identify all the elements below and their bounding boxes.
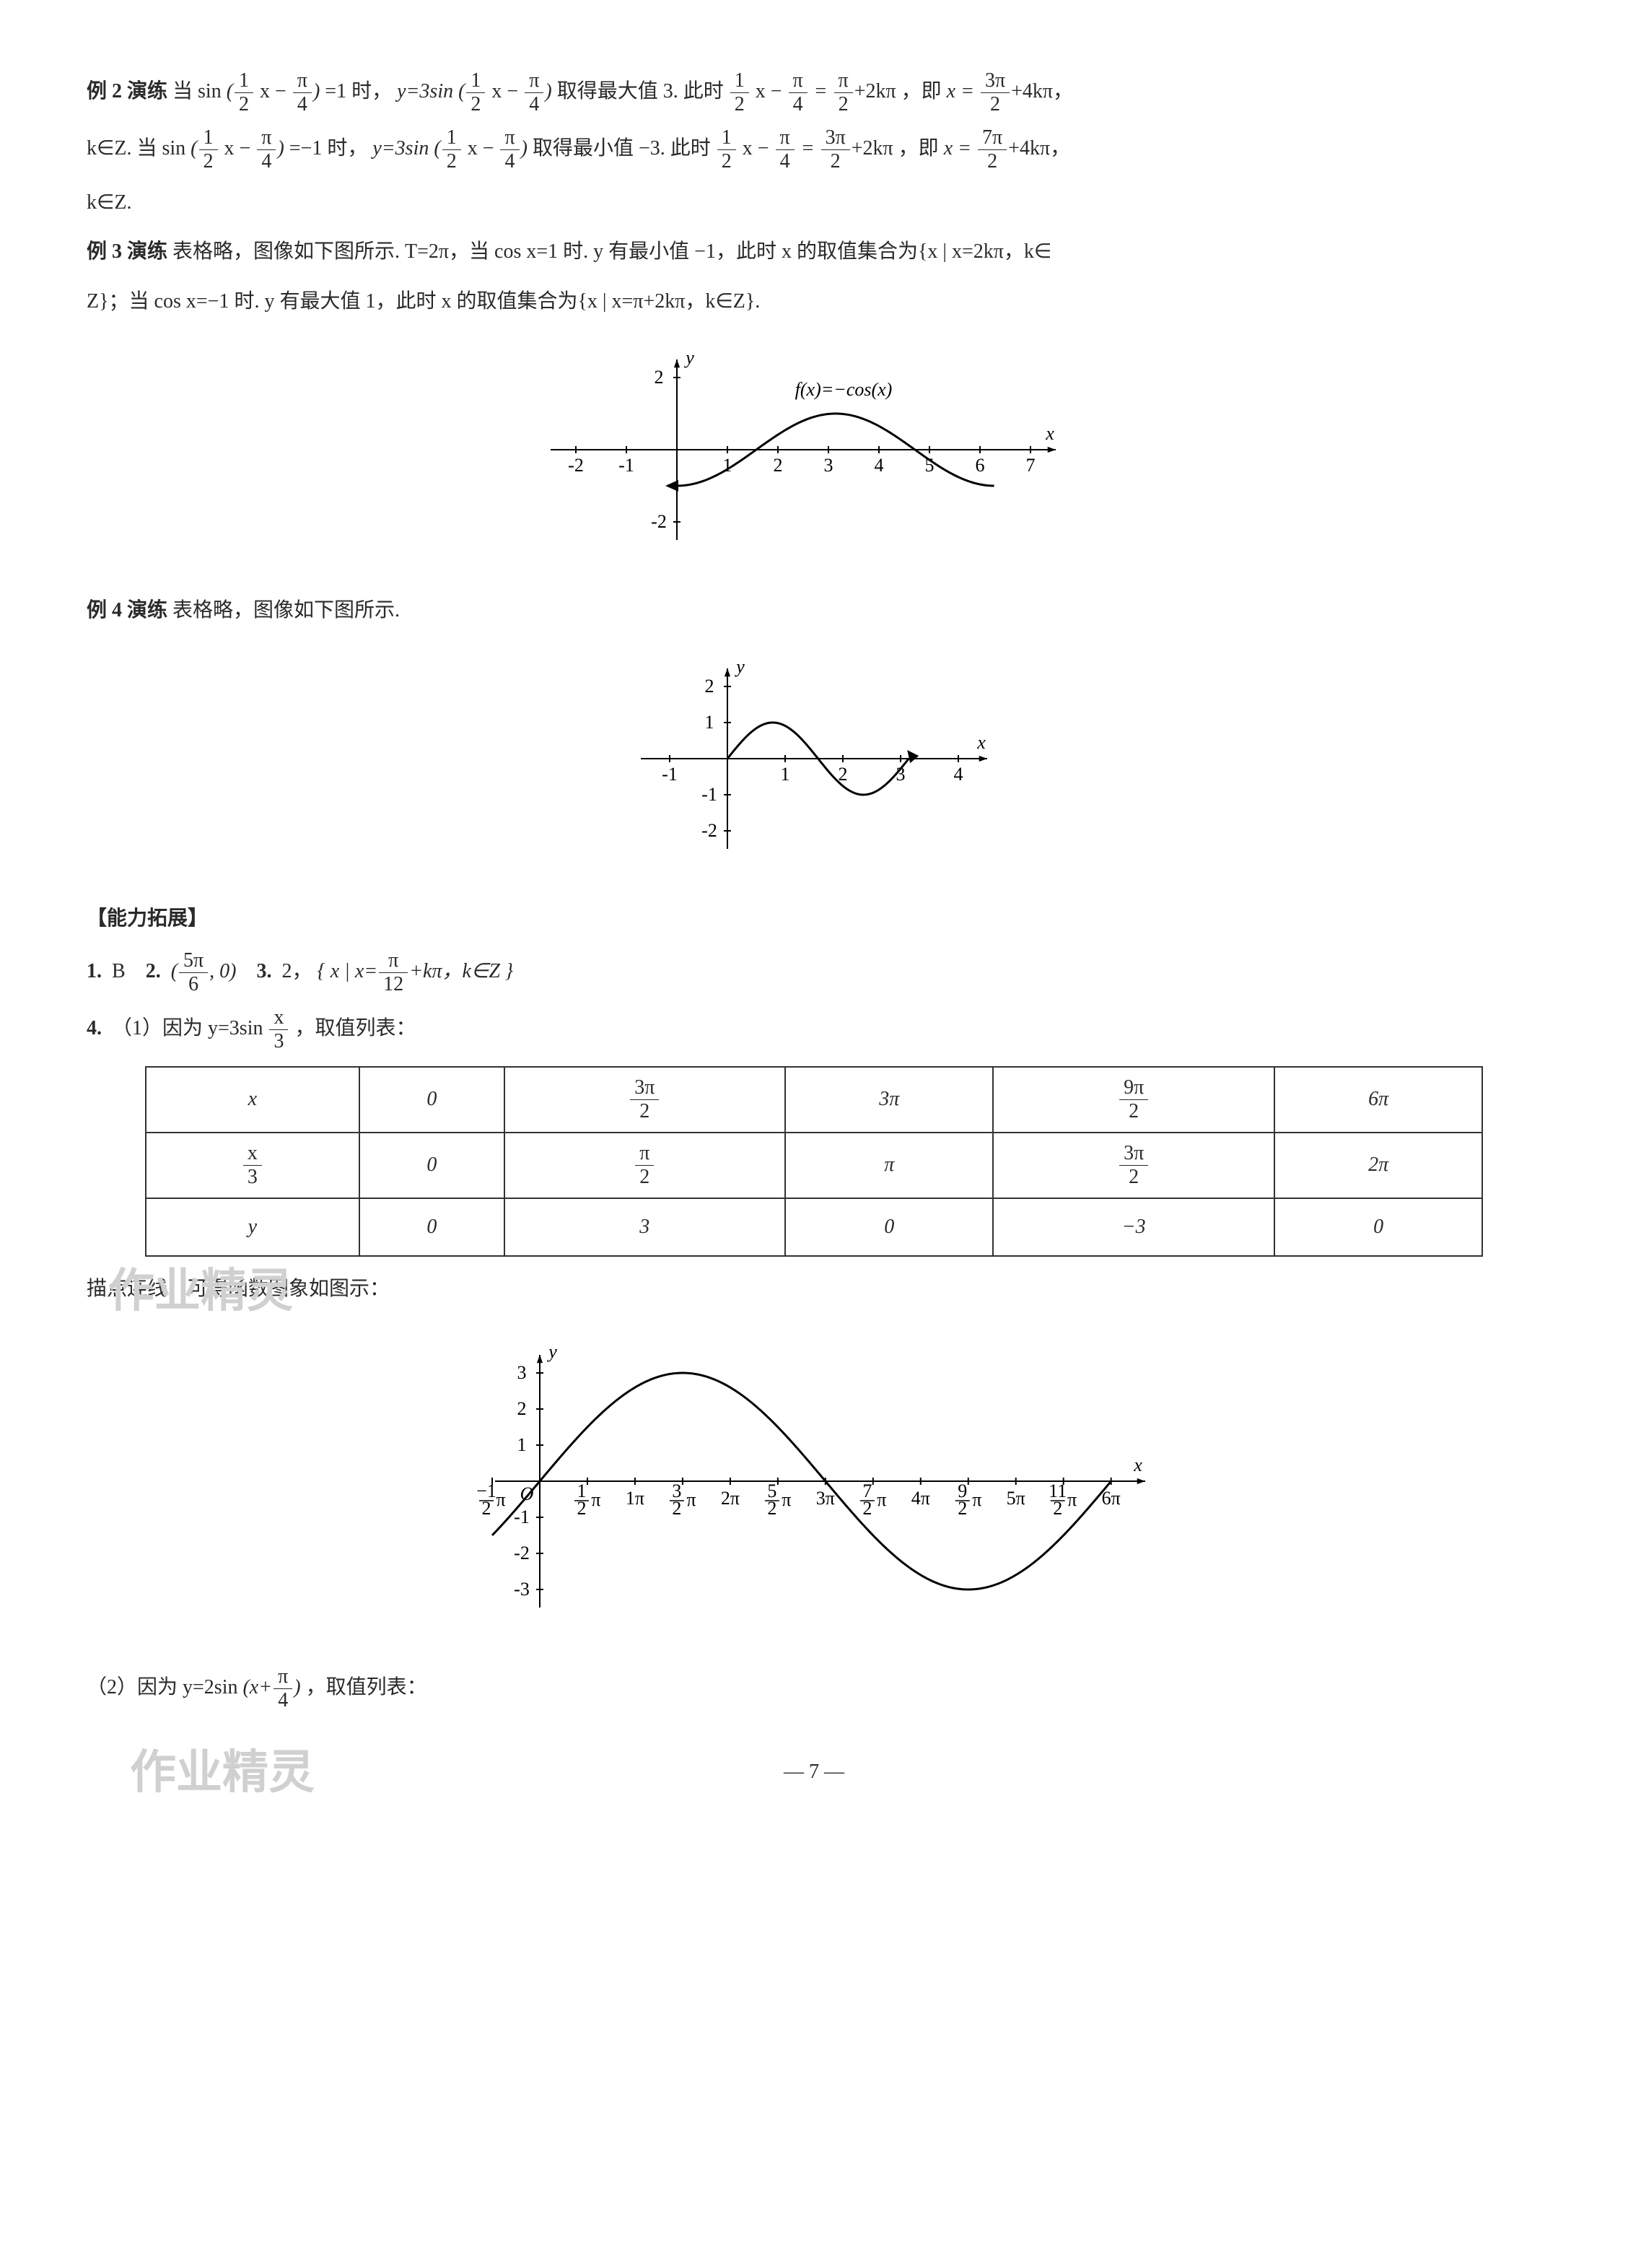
svg-text:1π: 1π xyxy=(626,1488,644,1509)
svg-text:-2: -2 xyxy=(701,820,717,841)
ex3-label: 例 3 演练 xyxy=(87,240,167,263)
svg-text:y: y xyxy=(546,1341,557,1362)
q4-p2: （2）因为 y=2sin (x+π4) ，取值列表： xyxy=(87,1667,1541,1711)
q4-table: x03π23π9π26πx30π2π3π22πy030−30 xyxy=(145,1066,1484,1257)
ex2-para2: k∈Z. 当 sin (12 x − π4) =−1 时， y=3sin (12… xyxy=(87,128,1541,172)
svg-text:6π: 6π xyxy=(1102,1488,1121,1509)
svg-text:y: y xyxy=(683,347,694,368)
svg-text:2: 2 xyxy=(958,1498,967,1519)
ex2-para1: 例 2 演练 当 sin (12 x − π4) =1 时， y=3sin (1… xyxy=(87,71,1541,115)
svg-text:-2: -2 xyxy=(568,455,584,476)
svg-text:-3: -3 xyxy=(514,1579,530,1600)
svg-text:2: 2 xyxy=(517,1398,527,1419)
svg-text:-1: -1 xyxy=(701,784,717,805)
svg-text:2: 2 xyxy=(839,764,848,785)
svg-text:π: π xyxy=(1067,1489,1077,1510)
svg-text:1: 1 xyxy=(705,712,714,733)
ex4-label: 例 4 演练 xyxy=(87,599,167,621)
svg-text:6: 6 xyxy=(976,455,985,476)
svg-text:2: 2 xyxy=(1053,1498,1062,1519)
svg-text:7: 7 xyxy=(1026,455,1036,476)
svg-text:-1: -1 xyxy=(618,455,634,476)
svg-text:2: 2 xyxy=(655,367,664,388)
svg-text:3π: 3π xyxy=(816,1488,835,1509)
svg-text:3: 3 xyxy=(517,1362,527,1383)
svg-text:2: 2 xyxy=(672,1498,681,1519)
ex3-graph: -2-11234567-22xyf(x)=−cos(x) xyxy=(87,341,1541,570)
svg-text:-2: -2 xyxy=(651,511,667,532)
svg-text:f(x)=−cos(x): f(x)=−cos(x) xyxy=(795,379,893,400)
svg-text:2: 2 xyxy=(577,1498,586,1519)
ability-head: 【能力拓展】 xyxy=(87,901,1541,937)
svg-text:5π: 5π xyxy=(1007,1488,1025,1509)
q4-p1: 4. （1）因为 y=3sin x3 ，取值列表： xyxy=(87,1008,1541,1052)
ex2-para3: k∈Z. xyxy=(87,185,1541,221)
ex2-label: 例 2 演练 xyxy=(87,80,167,103)
svg-text:π: π xyxy=(877,1489,886,1510)
ex3-para: 例 3 演练 表格略，图像如下图所示. T=2π，当 cos x=1 时. y … xyxy=(87,234,1541,270)
svg-text:4: 4 xyxy=(875,455,884,476)
ex4-para: 例 4 演练 表格略，图像如下图所示. xyxy=(87,593,1541,629)
q4-caption: 描点连线，可得函数图象如图示： xyxy=(87,1271,1541,1307)
svg-text:π: π xyxy=(782,1489,791,1510)
svg-text:4: 4 xyxy=(954,764,963,785)
svg-text:x: x xyxy=(1133,1454,1142,1475)
ex3-para2: Z}；当 cos x=−1 时. y 有最大值 1，此时 x 的取值集合为{x … xyxy=(87,284,1541,320)
svg-text:x: x xyxy=(976,732,986,753)
svg-text:2: 2 xyxy=(705,676,714,697)
svg-text:1: 1 xyxy=(517,1434,527,1455)
svg-text:π: π xyxy=(686,1489,696,1510)
page-number: — 7 — xyxy=(87,1754,1541,1790)
q4-graph: -3-2-1123Oxy−12π12π1π32π2π52π3π72π4π92π5… xyxy=(87,1330,1541,1645)
svg-text:3: 3 xyxy=(824,455,833,476)
ability-answers: 1. B 2. (5π6, 0) 3. 2， { x | x=π12+kπ，k∈… xyxy=(87,951,1541,995)
ex4-graph: -11234-2-112xy xyxy=(87,650,1541,879)
svg-text:4π: 4π xyxy=(911,1488,930,1509)
svg-text:x: x xyxy=(1045,423,1054,444)
svg-text:2: 2 xyxy=(767,1498,776,1519)
svg-text:-1: -1 xyxy=(662,764,678,785)
svg-text:1: 1 xyxy=(723,455,732,476)
svg-text:2π: 2π xyxy=(721,1488,740,1509)
svg-text:-2: -2 xyxy=(514,1543,530,1563)
svg-text:2: 2 xyxy=(862,1498,872,1519)
svg-text:2: 2 xyxy=(482,1498,491,1519)
svg-text:1: 1 xyxy=(781,764,790,785)
svg-text:π: π xyxy=(496,1489,505,1510)
svg-text:π: π xyxy=(591,1489,600,1510)
svg-text:2: 2 xyxy=(774,455,783,476)
ex2-t1: 当 sin xyxy=(172,80,222,103)
svg-text:π: π xyxy=(972,1489,981,1510)
svg-text:y: y xyxy=(734,656,745,677)
